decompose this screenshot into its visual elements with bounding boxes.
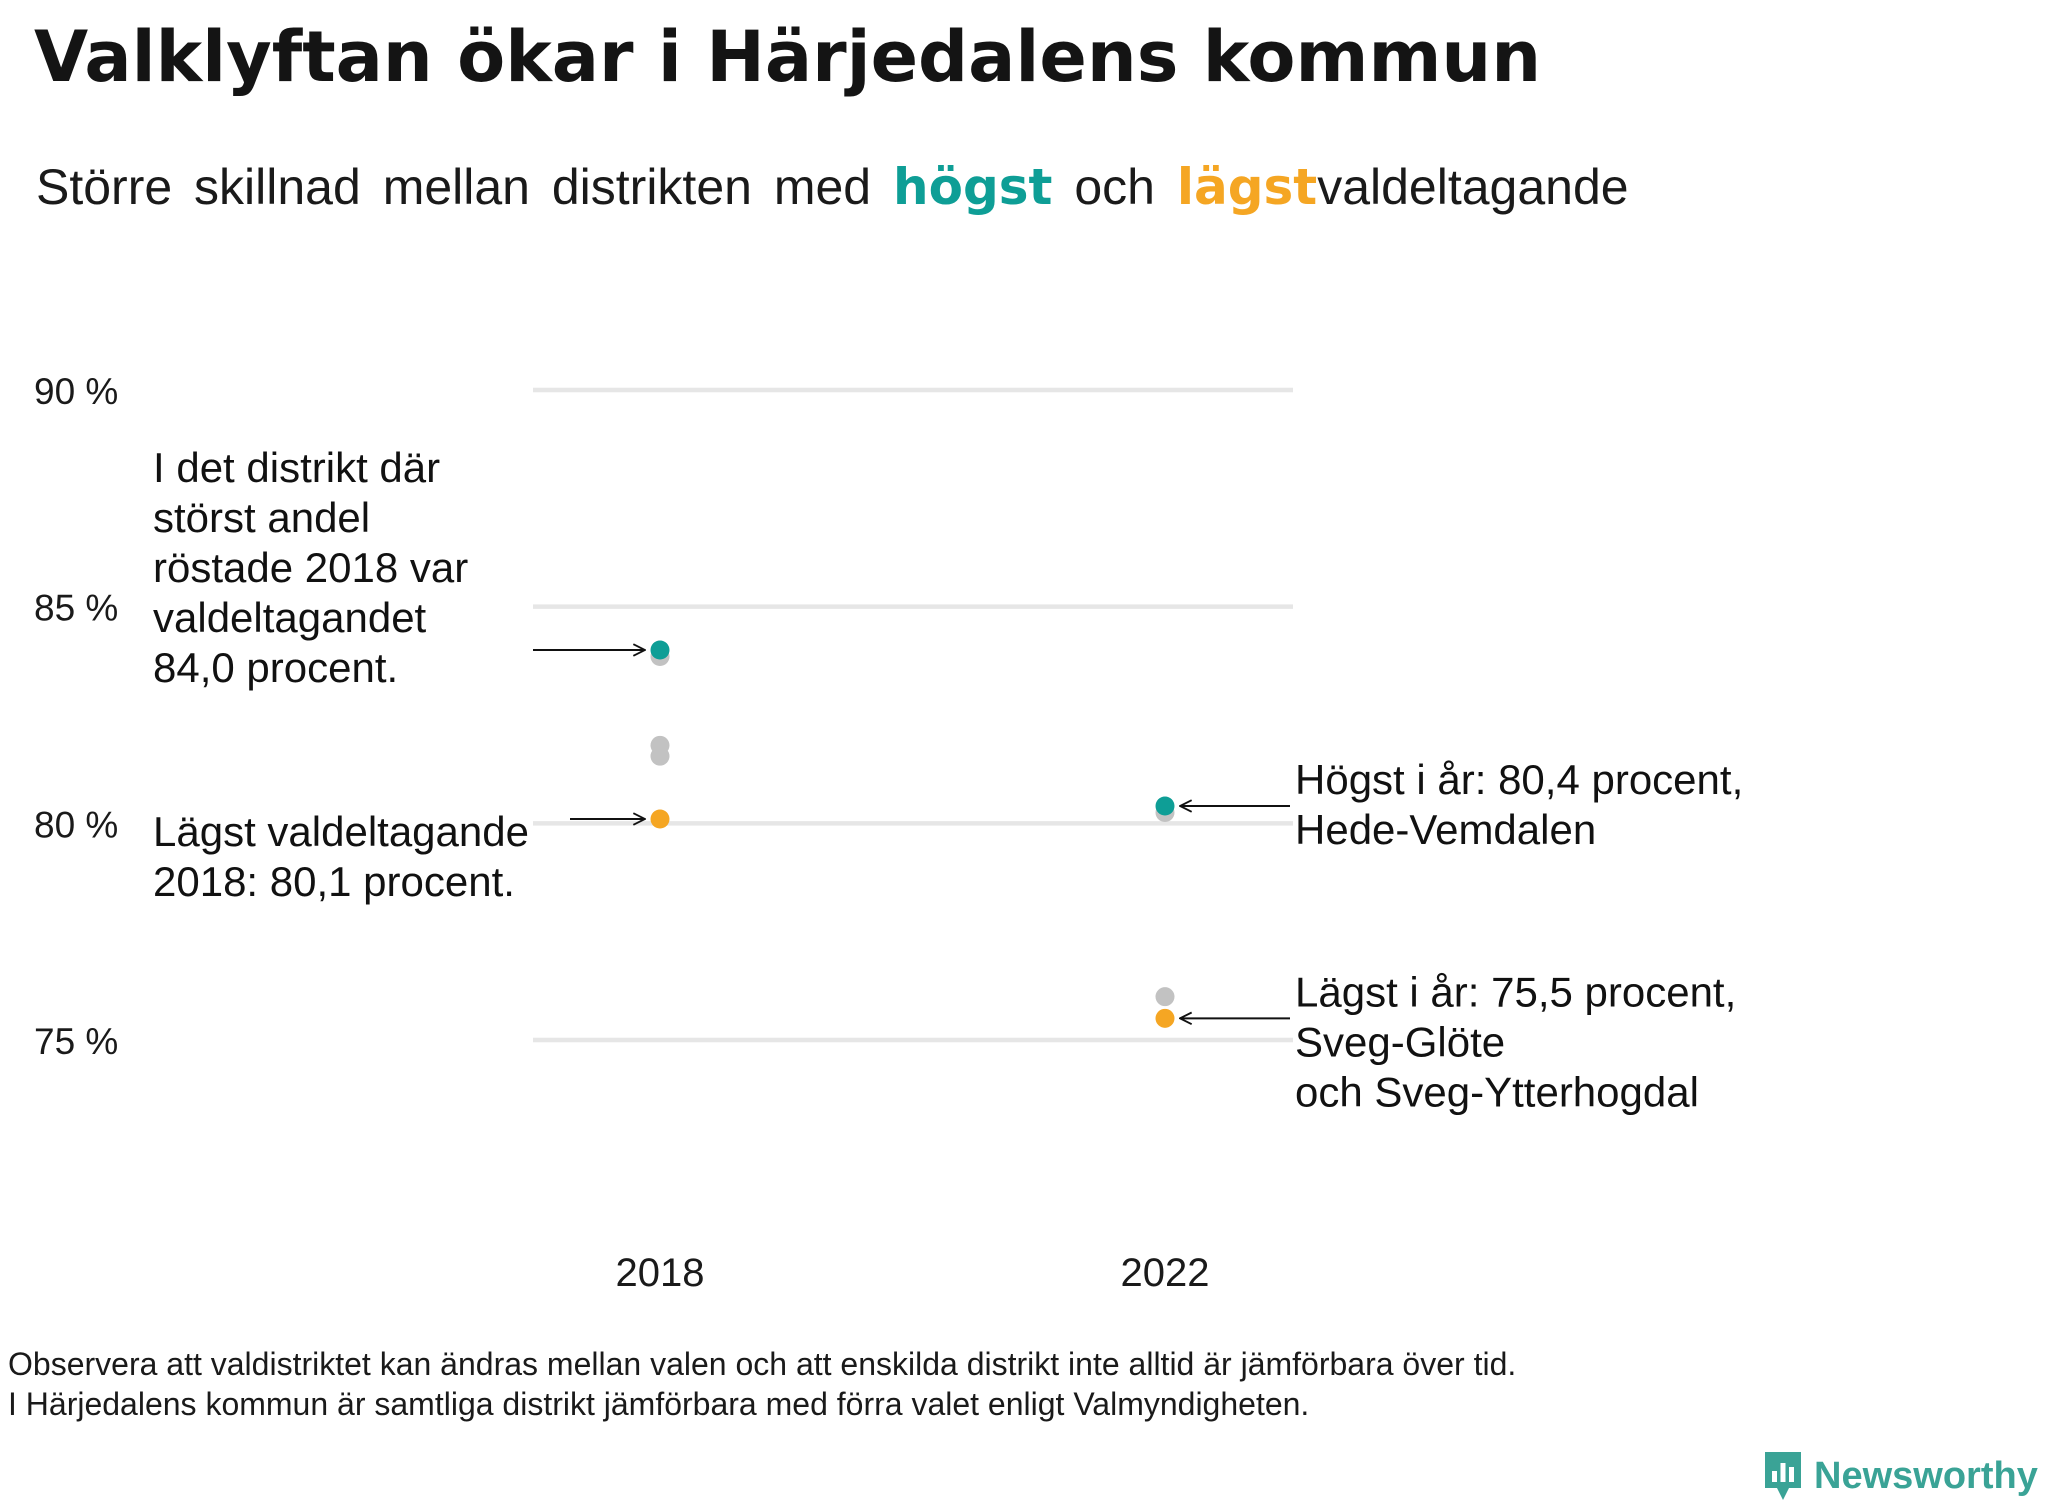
subtitle-lowest-word: lägst [1176, 158, 1318, 216]
subtitle-highest-word: högst [893, 158, 1053, 216]
y-tick-label: 90 % [34, 371, 118, 412]
annotation-line: Hede-Vemdalen [1295, 806, 1596, 853]
annotation-line: I det distrikt där [153, 444, 440, 491]
y-tick-label: 75 % [34, 1021, 118, 1062]
footnote: Observera att valdistriktet kan ändras m… [8, 1344, 1516, 1424]
annotation-line: röstade 2018 var [153, 544, 468, 591]
point-lowest-2018 [650, 809, 670, 829]
x-axis-tick-labels: 2018 2022 [616, 1251, 1210, 1295]
grid-lines [533, 387, 1293, 1043]
footnote-line-2: I Härjedalens kommun är samtliga distrik… [8, 1386, 1310, 1422]
y-tick-label: 80 % [34, 804, 118, 845]
annotation-text-2: Lägst valdeltagande 2018: 80,1 procent. [153, 808, 529, 905]
point-other-district [650, 746, 670, 766]
point-highest-2018 [650, 640, 670, 660]
annotation-line: 84,0 procent. [153, 644, 398, 691]
annotation-line: och Sveg-Ytterhogdal [1295, 1068, 1699, 1115]
point-lowest-2022 [1155, 1008, 1175, 1028]
point-other-district [1155, 987, 1175, 1007]
x-tick-label-2022: 2022 [1121, 1251, 1210, 1295]
annotation-arrows [533, 650, 1290, 1018]
annotation-line: Högst i år: 80,4 procent, [1295, 756, 1743, 803]
brand-name: Newsworthy [1814, 1454, 2038, 1497]
annotation-text-4: Lägst i år: 75,5 procent, Sveg-Glöte och S… [1295, 968, 1736, 1115]
data-points [650, 640, 1175, 1028]
annotation-line: störst andel [153, 494, 370, 541]
annotations: I det distrikt där störst andel röstade 20… [153, 444, 1743, 1115]
subtitle-prefix: Större skillnad mellan distrikten med [36, 159, 872, 215]
chart-subtitle: Större skillnad mellan distrikten med hö… [36, 158, 1629, 216]
subtitle-suffix: valdeltagande [1317, 159, 1629, 215]
annotation-text-1: I det distrikt där störst andel röstade 20… [153, 444, 468, 691]
y-tick-label: 85 % [34, 588, 118, 629]
annotation-line: Sveg-Glöte [1295, 1018, 1505, 1065]
footnote-line-1: Observera att valdistriktet kan ändras m… [8, 1346, 1517, 1382]
annotation-line: valdeltagandet [153, 594, 427, 641]
y-axis-tick-labels: 75 % 80 % 85 % 90 % [34, 371, 118, 1062]
point-highest-2022 [1155, 796, 1175, 816]
chart-title: Valklyftan ökar i Härjedalens kommun [34, 16, 1542, 98]
annotation-line: Lägst valdeltagande [153, 808, 529, 855]
subtitle-connector: och [1074, 159, 1155, 215]
annotation-line: Lägst i år: 75,5 procent, [1295, 968, 1736, 1015]
newsworthy-logo-icon [1765, 1452, 1801, 1500]
brand-logo: Newsworthy [1762, 1448, 2038, 1504]
x-tick-label-2018: 2018 [616, 1251, 705, 1295]
dot-plot-chart: 75 % 80 % 85 % 90 % 2018 2022 I det distrikt… [34, 371, 1743, 1295]
annotation-line: 2018: 80,1 procent. [153, 858, 515, 905]
annotation-text-3: Högst i år: 80,4 procent, Hede-Vemdalen [1295, 756, 1743, 853]
